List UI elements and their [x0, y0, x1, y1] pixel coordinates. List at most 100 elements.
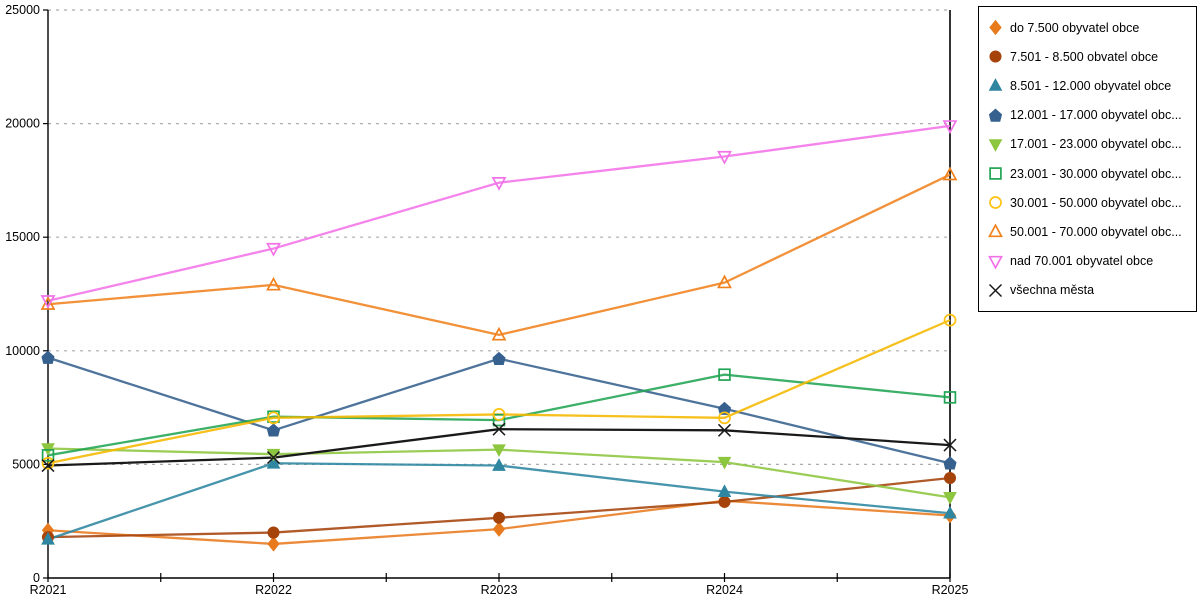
data-point-marker-s7-R2023[interactable] — [491, 326, 507, 341]
legend-marker-shape[interactable] — [989, 167, 1002, 180]
diamond-marker-icon — [989, 20, 1002, 36]
legend-item-label: 17.001 - 23.000 obyvatel obc... — [1010, 137, 1182, 152]
data-point-marker-s5-R2025[interactable] — [943, 391, 957, 404]
y-axis-tick-label: 10000 — [5, 344, 40, 358]
triangle-down-marker-icon — [988, 255, 1003, 269]
data-point-marker-s7-R2025[interactable] — [942, 166, 958, 181]
y-axis-tick-label: 0 — [33, 571, 40, 585]
x-axis-label: R2023 — [481, 583, 518, 597]
data-point-marker-s2-R2023[interactable] — [492, 458, 506, 471]
data-point-marker-s3-R2021[interactable] — [41, 350, 55, 364]
pentagon-marker-icon — [988, 108, 1003, 122]
data-point-marker-s6-R2022[interactable] — [267, 411, 280, 425]
data-point-marker-s2-R2025[interactable] — [943, 505, 957, 519]
data-point-marker-s9-R2024[interactable] — [717, 423, 732, 437]
legend-item-label: 50.001 - 70.000 obyvatel obc... — [1010, 224, 1182, 239]
data-point-marker-s9-R2022[interactable] — [266, 451, 281, 465]
data-point-marker-s8-R2021[interactable] — [40, 295, 56, 309]
legend-marker-shape[interactable] — [988, 283, 1003, 297]
data-point-marker-s6-R2021[interactable] — [41, 456, 55, 470]
legend-item-1[interactable]: 7.501 - 8.500 obvatel obce — [988, 49, 1192, 64]
legend-item-label: 23.001 - 30.000 obyvatel obc... — [1010, 166, 1182, 181]
data-point-marker-s5-R2021[interactable] — [41, 449, 55, 462]
data-point-marker-s0-R2023[interactable] — [492, 521, 506, 537]
triangle-up-marker-icon — [988, 224, 1003, 238]
data-point-marker-s1-R2024[interactable] — [718, 495, 731, 508]
legend-item-5[interactable]: 23.001 - 30.000 obyvatel obc... — [988, 166, 1192, 181]
data-point-marker-s2-R2021[interactable] — [41, 532, 55, 545]
legend-item-0[interactable]: do 7.500 obyvatel obce — [988, 20, 1192, 36]
legend-marker-shape[interactable] — [989, 50, 1002, 63]
data-point-marker-s6-R2025[interactable] — [943, 313, 957, 327]
data-point-marker-s9-R2023[interactable] — [492, 422, 506, 436]
legend-marker-shape[interactable] — [988, 224, 1003, 238]
data-point-marker-s2-R2024[interactable] — [717, 484, 732, 497]
legend-marker-shape[interactable] — [988, 139, 1003, 152]
legend-item-label: do 7.500 obyvatel obce — [1010, 20, 1140, 35]
legend-item-label: nad 70.001 obyvatel obce — [1010, 254, 1154, 269]
legend-item-label: 7.501 - 8.500 obvatel obce — [1010, 49, 1159, 64]
triangle-down-marker-icon — [988, 139, 1003, 152]
data-point-marker-s1-R2025[interactable] — [943, 472, 957, 485]
legend-marker-shape[interactable] — [989, 196, 1002, 210]
legend-item-label: 12.001 - 17.000 obyvatel obc... — [1010, 108, 1182, 123]
circle-marker-icon — [989, 50, 1002, 63]
data-point-marker-s7-R2024[interactable] — [717, 274, 732, 289]
legend-item-label: 30.001 - 50.000 obyvatel obc... — [1010, 195, 1182, 210]
data-point-marker-s8-R2024[interactable] — [717, 150, 732, 165]
data-point-marker-s3-R2024[interactable] — [717, 401, 732, 415]
data-point-marker-s7-R2021[interactable] — [40, 296, 56, 310]
data-point-marker-s6-R2023[interactable] — [492, 408, 506, 421]
x-axis-label: R2021 — [30, 583, 67, 597]
legend-marker-shape[interactable] — [988, 108, 1003, 122]
series-line-8[interactable] — [47, 124, 951, 302]
data-point-marker-s4-R2025[interactable] — [943, 492, 957, 505]
data-point-marker-s8-R2023[interactable] — [491, 177, 507, 191]
data-point-marker-s8-R2022[interactable] — [266, 242, 281, 257]
legend-item-label: všechna města — [1010, 283, 1095, 298]
legend-marker-shape[interactable] — [988, 78, 1003, 92]
data-point-marker-s3-R2022[interactable] — [266, 423, 281, 437]
legend-item-6[interactable]: 30.001 - 50.000 obyvatel obc... — [988, 195, 1192, 210]
legend-item-9[interactable]: všechna města — [988, 283, 1192, 298]
data-point-marker-s4-R2023[interactable] — [492, 444, 506, 457]
series-line-6[interactable] — [47, 319, 951, 465]
legend-item-3[interactable]: 12.001 - 17.000 obyvatel obc... — [988, 108, 1192, 123]
data-point-marker-s8-R2025[interactable] — [942, 120, 958, 134]
legend-marker-shape[interactable] — [989, 20, 1002, 36]
data-point-marker-s3-R2025[interactable] — [943, 456, 957, 470]
legend-item-label: 8.501 - 12.000 obyvatel obce — [1010, 78, 1172, 93]
legend-item-7[interactable]: 50.001 - 70.000 obyvatel obc... — [988, 224, 1192, 239]
data-point-marker-s5-R2024[interactable] — [718, 368, 731, 381]
y-axis-tick-label: 15000 — [5, 230, 40, 244]
data-point-marker-s1-R2022[interactable] — [267, 526, 280, 539]
data-point-marker-s0-R2022[interactable] — [267, 536, 280, 552]
data-point-marker-s4-R2024[interactable] — [717, 456, 732, 470]
data-point-marker-s6-R2024[interactable] — [718, 411, 731, 425]
x-marker-icon — [988, 283, 1003, 297]
y-axis-tick-label: 20000 — [5, 117, 40, 131]
square-marker-icon — [989, 167, 1002, 180]
legend-item-8[interactable]: nad 70.001 obyvatel obce — [988, 254, 1192, 269]
data-point-marker-s9-R2025[interactable] — [943, 438, 957, 452]
data-point-marker-s2-R2022[interactable] — [266, 455, 281, 469]
x-axis-label: R2022 — [255, 583, 292, 597]
legend-marker-shape[interactable] — [988, 255, 1003, 269]
data-point-marker-s7-R2022[interactable] — [266, 276, 281, 291]
data-point-marker-s1-R2023[interactable] — [492, 511, 506, 524]
y-axis-tick-label: 25000 — [5, 3, 40, 17]
circle-marker-icon — [989, 196, 1002, 210]
legend: do 7.500 obyvatel obce 7.501 - 8.500 obva… — [978, 6, 1197, 312]
data-point-marker-s9-R2021[interactable] — [41, 459, 55, 473]
data-point-marker-s5-R2023[interactable] — [492, 413, 506, 427]
legend-item-4[interactable]: 17.001 - 23.000 obyvatel obc... — [988, 137, 1192, 152]
y-axis-tick-label: 5000 — [12, 457, 40, 471]
x-axis-label: R2024 — [706, 583, 743, 597]
data-point-marker-s3-R2023[interactable] — [492, 351, 506, 365]
legend-item-2[interactable]: 8.501 - 12.000 obyvatel obce — [988, 78, 1192, 93]
x-axis-label: R2025 — [932, 583, 969, 597]
triangle-up-marker-icon — [988, 78, 1003, 92]
series-line-7[interactable] — [47, 173, 951, 337]
